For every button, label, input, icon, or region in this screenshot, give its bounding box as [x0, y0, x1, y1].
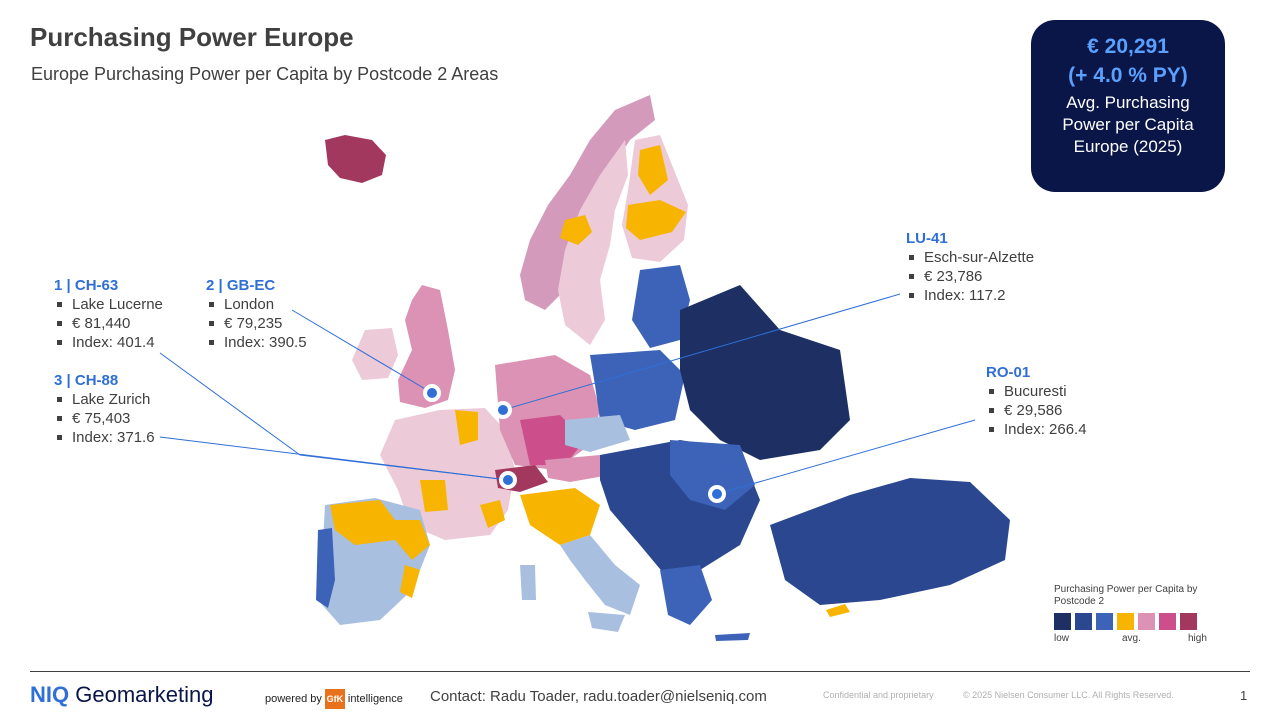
legend-high-label: high: [1188, 633, 1207, 644]
page-title: Purchasing Power Europe: [30, 22, 354, 52]
intelligence-label: intelligence: [347, 693, 403, 705]
leader-line-ro01: [716, 419, 976, 495]
region-portugal: [316, 528, 335, 608]
marker-ch: [503, 475, 513, 485]
callout-ch88: 3 | CH-88 Lake Zurich € 75,403 Index: 37…: [54, 371, 155, 447]
callout-item: € 75,403: [54, 409, 155, 428]
kpi-label-line: Power per Capita: [1062, 115, 1194, 134]
callout-item: Lake Lucerne: [54, 295, 163, 314]
legend-low-label: low: [1054, 633, 1070, 644]
region-eastern-europe: [680, 285, 850, 460]
brand-geomarketing: Geomarketing: [75, 682, 214, 707]
contact-info: Contact: Radu Toader, radu.toader@nielse…: [430, 688, 767, 705]
region-finland-avg: [626, 145, 686, 240]
brand-logo: NIQ Geomarketing: [30, 682, 213, 708]
region-crete: [715, 633, 750, 641]
kpi-value: € 20,291: [1087, 35, 1169, 58]
region-cyprus: [826, 604, 850, 617]
leader-line-ch88: [159, 436, 509, 481]
legend-ticks: low avg. high: [1054, 633, 1224, 645]
region-czechia: [565, 415, 630, 452]
legend-title: Purchasing Power per Capita by Postcode …: [1054, 584, 1198, 607]
legend-swatch: [1138, 613, 1155, 630]
kpi-label: Avg. Purchasing Power per Capita Europe …: [1031, 92, 1225, 158]
callout-item: € 81,440: [54, 314, 163, 333]
gfk-logo: GfK: [324, 689, 345, 709]
callout-heading: 2 | GB-EC: [206, 277, 276, 294]
region-ireland: [352, 328, 398, 380]
callout-item: Esch-sur-Alzette: [906, 248, 1034, 267]
callout-item: Index: 266.4: [986, 420, 1087, 439]
callout-item: London: [206, 295, 307, 314]
region-iceland: [325, 135, 386, 183]
callout-ro01: RO-01 Bucuresti € 29,586 Index: 266.4: [986, 363, 1087, 439]
page-subtitle: Europe Purchasing Power per Capita by Po…: [31, 64, 499, 84]
region-sweden: [558, 140, 628, 345]
region-baltics: [632, 265, 690, 348]
kpi-card: € 20,291 (+ 4.0 % PY) Avg. Purchasing Po…: [1031, 20, 1225, 192]
callout-lu41: LU-41 Esch-sur-Alzette € 23,786 Index: 1…: [906, 229, 1034, 305]
map-legend: Purchasing Power per Capita by Postcode …: [1054, 584, 1224, 645]
callout-item: Index: 371.6: [54, 428, 155, 447]
region-turkey: [770, 478, 1010, 605]
brand-niq: NIQ: [30, 682, 70, 707]
marker-lu41: [498, 405, 508, 415]
callout-item: Index: 117.2: [906, 286, 1034, 305]
callout-heading: 3 | CH-88: [54, 372, 119, 389]
callout-item: € 29,586: [986, 401, 1087, 420]
leader-line-gbec: [291, 309, 433, 394]
footer-divider: [30, 671, 1250, 672]
powered-by: powered by GfK intelligence: [265, 689, 403, 709]
callout-item: Index: 401.4: [54, 333, 163, 352]
callout-item: Lake Zurich: [54, 390, 155, 409]
region-austria: [545, 455, 610, 482]
kpi-label-line: Avg. Purchasing: [1066, 93, 1190, 112]
region-poland: [590, 350, 685, 430]
callout-gbec: 2 | GB-EC London € 79,235 Index: 390.5: [206, 276, 307, 352]
legend-swatch: [1096, 613, 1113, 630]
region-greece: [660, 565, 712, 625]
callout-heading: RO-01: [986, 364, 1031, 381]
region-sardinia: [520, 565, 536, 600]
copyright-note: © 2025 Nielsen Consumer LLC. All Rights …: [963, 690, 1174, 700]
legend-swatch: [1075, 613, 1092, 630]
legend-swatch: [1159, 613, 1176, 630]
marker-gbec: [427, 388, 437, 398]
callout-ch63: 1 | CH-63 Lake Lucerne € 81,440 Index: 4…: [54, 276, 163, 352]
region-italy-north: [520, 488, 600, 545]
leader-line-lu41: [502, 293, 901, 411]
region-spain-avg: [330, 500, 430, 598]
page-number: 1: [1240, 688, 1248, 703]
region-romania: [670, 440, 755, 510]
region-italy: [560, 535, 640, 615]
region-sicily: [588, 612, 625, 632]
confidential-note: Confidential and proprietary: [823, 690, 934, 700]
region-france-avg: [420, 410, 505, 528]
callout-heading: LU-41: [906, 230, 948, 247]
powered-by-label: powered by: [265, 693, 322, 705]
legend-swatches: [1054, 613, 1224, 630]
leader-line-ch63: [159, 352, 301, 456]
callout-heading: 1 | CH-63: [54, 277, 119, 294]
kpi-change: (+ 4.0 % PY): [1068, 64, 1188, 87]
callout-item: Bucuresti: [986, 382, 1087, 401]
legend-swatch: [1117, 613, 1134, 630]
kpi-label-line: Europe (2025): [1073, 137, 1183, 156]
callout-item: € 79,235: [206, 314, 307, 333]
region-sweden-avg: [560, 215, 592, 245]
legend-swatch: [1054, 613, 1071, 630]
callout-item: € 23,786: [906, 267, 1034, 286]
callout-item: Index: 390.5: [206, 333, 307, 352]
legend-swatch: [1180, 613, 1197, 630]
marker-ro01: [712, 489, 722, 499]
region-uk: [398, 285, 455, 408]
legend-avg-label: avg.: [1122, 633, 1141, 644]
